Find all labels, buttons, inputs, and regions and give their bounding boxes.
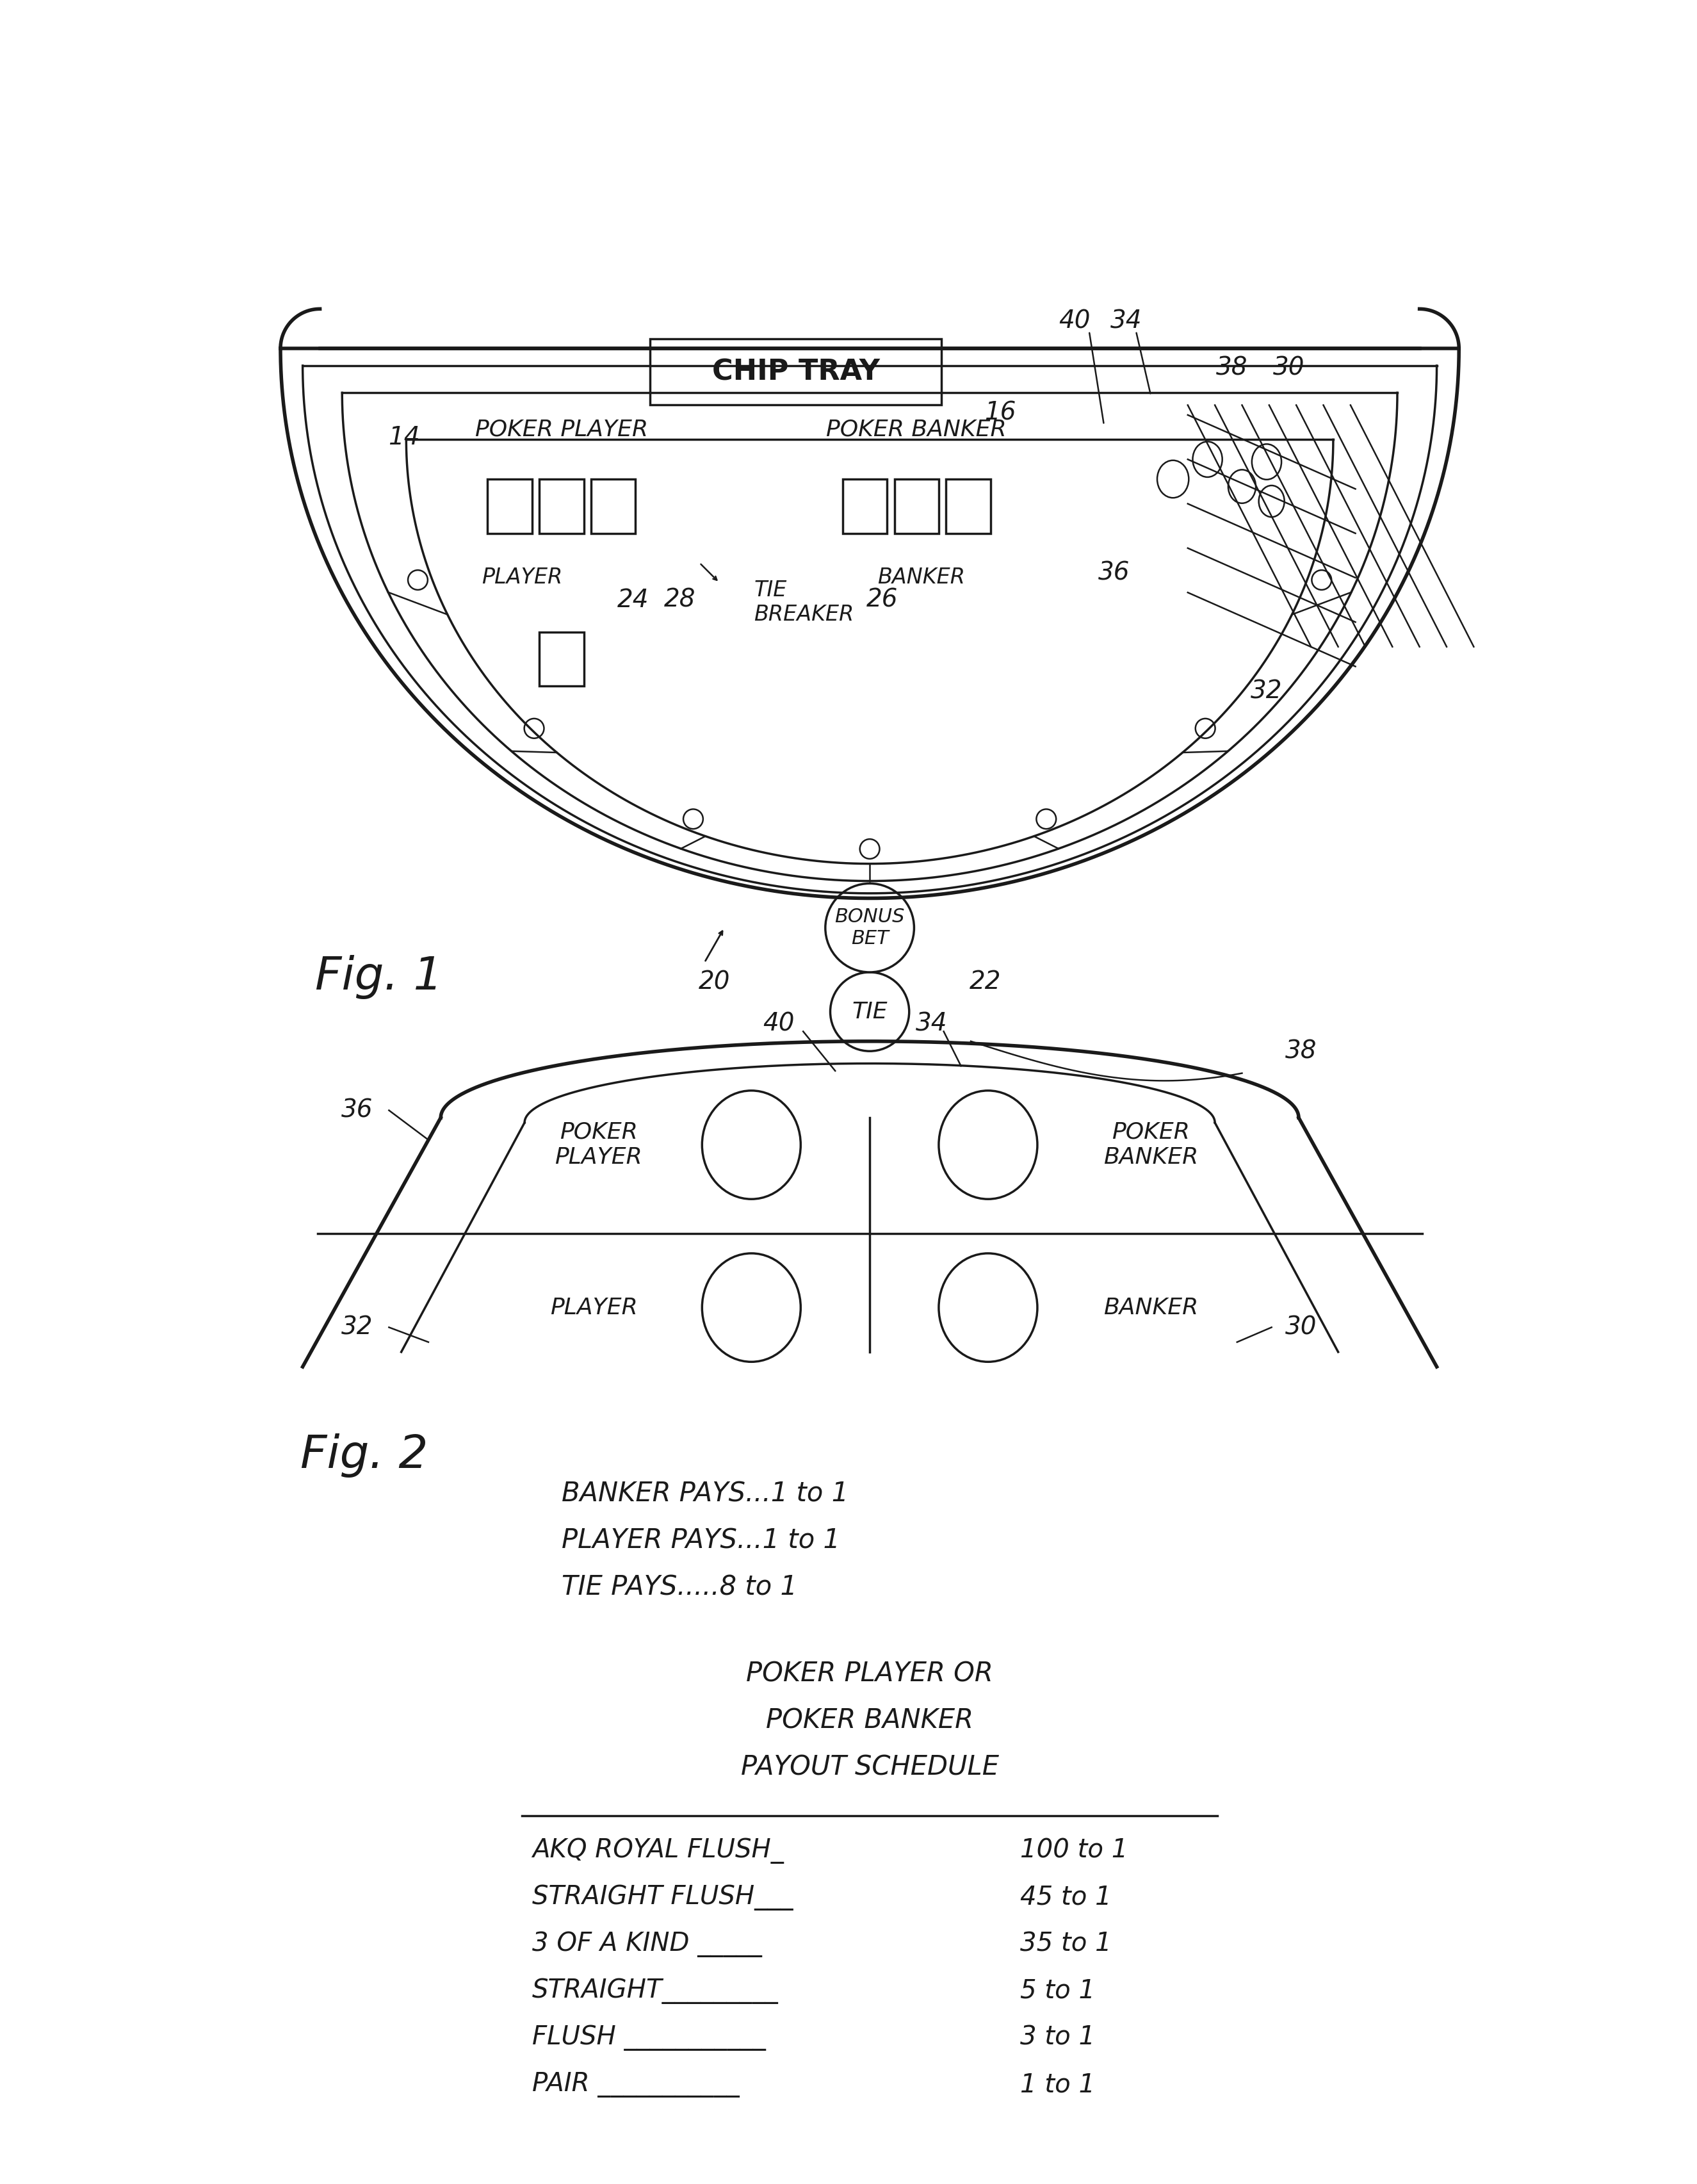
Text: Fig. 2: Fig. 2 (300, 1433, 428, 1479)
Text: 3 OF A KIND _____: 3 OF A KIND _____ (531, 1931, 762, 1957)
Text: CHIP TRAY: CHIP TRAY (711, 358, 879, 387)
Text: 26: 26 (865, 587, 898, 612)
Text: 22: 22 (969, 970, 1001, 994)
Text: FLUSH ___________: FLUSH ___________ (531, 2025, 765, 2051)
Bar (487, 478, 531, 533)
Text: STRAIGHT_________: STRAIGHT_________ (531, 1979, 779, 2005)
Text: TIE: TIE (852, 1000, 888, 1022)
Text: STRAIGHT FLUSH___: STRAIGHT FLUSH___ (531, 1885, 792, 1911)
Text: 16: 16 (984, 400, 1017, 424)
Text: 5 to 1: 5 to 1 (1020, 1979, 1095, 2003)
Text: 24: 24 (618, 587, 648, 612)
Text: 30: 30 (1273, 356, 1305, 380)
Text: 40: 40 (762, 1011, 794, 1035)
Bar (843, 478, 888, 533)
Text: POKER PLAYER OR: POKER PLAYER OR (747, 1660, 993, 1686)
Text: BANKER PAYS...1 to 1: BANKER PAYS...1 to 1 (562, 1481, 848, 1507)
Text: 30: 30 (1285, 1315, 1317, 1339)
Text: BANKER: BANKER (1103, 1297, 1198, 1319)
Text: 35 to 1: 35 to 1 (1020, 1931, 1112, 1957)
Bar (947, 478, 991, 533)
Text: 36: 36 (1098, 561, 1130, 585)
Circle shape (825, 885, 915, 972)
Text: PLAYER: PLAYER (550, 1297, 638, 1319)
Text: 1 to 1: 1 to 1 (1020, 2073, 1095, 2097)
Text: POKER BANKER: POKER BANKER (765, 1708, 974, 1734)
Text: 32: 32 (341, 1315, 373, 1339)
Text: 100 to 1: 100 to 1 (1020, 1837, 1129, 1863)
Bar (650, 339, 942, 404)
Text: PLAYER: PLAYER (482, 568, 562, 587)
Text: 34: 34 (915, 1011, 947, 1035)
Text: 38: 38 (1285, 1040, 1317, 1064)
Text: 32: 32 (1251, 679, 1283, 703)
Text: 28: 28 (664, 587, 696, 612)
Text: POKER BANKER: POKER BANKER (826, 419, 1006, 441)
Text: 3 to 1: 3 to 1 (1020, 2025, 1095, 2051)
Bar (894, 478, 938, 533)
Text: BONUS
BET: BONUS BET (835, 909, 905, 948)
Text: AKQ ROYAL FLUSH_: AKQ ROYAL FLUSH_ (531, 1837, 784, 1863)
Text: PAYOUT SCHEDULE: PAYOUT SCHEDULE (740, 1754, 1000, 1780)
Text: BANKER: BANKER (877, 568, 966, 587)
Circle shape (830, 972, 910, 1051)
Text: 38: 38 (1217, 356, 1247, 380)
Text: PLAYER PAYS...1 to 1: PLAYER PAYS...1 to 1 (562, 1527, 840, 1555)
Text: 34: 34 (1110, 310, 1142, 334)
Text: 14: 14 (389, 426, 419, 450)
Text: 40: 40 (1059, 310, 1089, 334)
Text: TIE
BREAKER: TIE BREAKER (753, 579, 854, 625)
Text: 20: 20 (699, 970, 730, 994)
Text: 45 to 1: 45 to 1 (1020, 1885, 1112, 1909)
Text: POKER PLAYER: POKER PLAYER (475, 419, 648, 441)
Bar (540, 631, 584, 686)
Text: Fig. 1: Fig. 1 (316, 954, 443, 1000)
Text: PAIR ___________: PAIR ___________ (531, 2073, 740, 2097)
Text: 36: 36 (341, 1099, 373, 1123)
Text: POKER
PLAYER: POKER PLAYER (555, 1120, 641, 1168)
Text: TIE PAYS.....8 to 1: TIE PAYS.....8 to 1 (562, 1575, 798, 1601)
Text: POKER
BANKER: POKER BANKER (1103, 1120, 1198, 1168)
Bar (591, 478, 635, 533)
Bar (540, 478, 584, 533)
